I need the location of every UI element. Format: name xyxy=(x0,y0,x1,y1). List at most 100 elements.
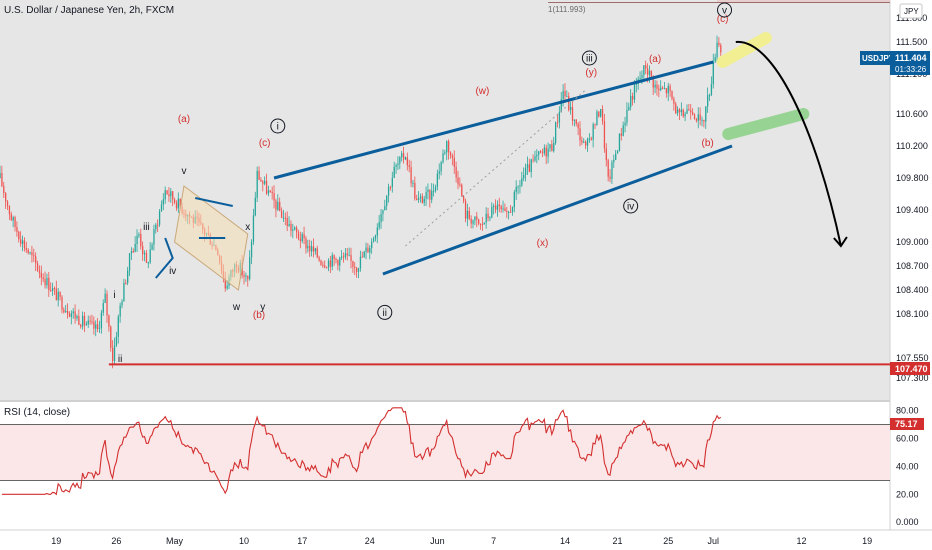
candle-body xyxy=(451,155,454,158)
candle-body xyxy=(459,184,461,186)
candle-body xyxy=(600,109,602,117)
candle-body xyxy=(618,133,621,151)
candle-body xyxy=(558,112,561,123)
candle-body xyxy=(21,240,24,244)
candle-body xyxy=(35,256,37,264)
candle-body xyxy=(46,277,48,286)
candle-body xyxy=(498,204,500,207)
candle-body xyxy=(536,154,538,157)
candle-body xyxy=(6,201,9,207)
candle-body xyxy=(675,103,677,114)
candle-body xyxy=(354,266,356,269)
candle-body xyxy=(690,110,692,113)
candle-body xyxy=(641,75,643,79)
candle-body xyxy=(688,109,690,111)
wave-label: w xyxy=(232,302,241,313)
candle-body xyxy=(155,224,157,230)
candle-body xyxy=(470,218,472,224)
wave-label: x xyxy=(245,222,250,233)
candle-body xyxy=(80,324,82,327)
candle-body xyxy=(710,84,713,95)
candle-body xyxy=(378,222,380,228)
candle-body xyxy=(344,253,347,257)
channel-upper-line xyxy=(273,60,714,180)
candle-body xyxy=(164,190,166,200)
candle-body xyxy=(538,151,540,155)
wave-circle xyxy=(717,2,733,18)
candle-body xyxy=(335,258,337,260)
time-tick-label: 19 xyxy=(51,536,61,546)
candle-body xyxy=(143,252,146,255)
candle-body xyxy=(316,248,318,258)
rsi-line xyxy=(0,407,890,496)
candle-body xyxy=(341,256,343,258)
candle-body xyxy=(339,257,341,266)
candle-body xyxy=(511,207,514,213)
candle-body xyxy=(389,186,392,188)
candle-body xyxy=(108,315,110,327)
candle-body xyxy=(667,85,669,94)
candle-body xyxy=(97,324,99,329)
time-tick-label: 12 xyxy=(796,536,806,546)
candle-body xyxy=(361,256,363,258)
candle-body xyxy=(68,314,71,317)
candle-body xyxy=(539,151,542,153)
candle-body xyxy=(448,141,450,153)
candle-body xyxy=(622,125,624,136)
candle-body xyxy=(620,133,622,136)
wave-label-circled: v xyxy=(722,6,727,17)
candle-body xyxy=(312,246,315,252)
candle-body xyxy=(286,218,288,227)
candle-body xyxy=(701,119,703,121)
candle-body xyxy=(449,152,452,156)
candle-body xyxy=(479,223,482,225)
rsi-tag xyxy=(890,418,924,430)
candle-body xyxy=(87,320,89,325)
candle-body xyxy=(429,189,431,200)
candle-body xyxy=(438,171,440,174)
candle-body xyxy=(628,106,630,110)
candle-body xyxy=(309,245,311,252)
candle-body xyxy=(367,247,369,253)
wave-label: (x) xyxy=(537,238,549,249)
candle-body xyxy=(692,112,694,115)
target-zone-green xyxy=(722,108,810,140)
candle-body xyxy=(123,282,125,302)
pane-divider[interactable] xyxy=(0,400,890,402)
candle-body xyxy=(115,336,118,346)
time-tick-label: 19 xyxy=(862,536,872,546)
candle-body xyxy=(81,315,84,327)
time-tick-label: May xyxy=(166,536,184,546)
price-pane[interactable] xyxy=(0,0,890,400)
currency-badge[interactable] xyxy=(899,3,923,19)
rsi-tick-label: 80.00 xyxy=(896,406,919,416)
candle-body xyxy=(645,65,647,69)
candle-body xyxy=(517,186,519,188)
candle-body xyxy=(374,235,377,239)
candle-body xyxy=(371,241,373,249)
time-tick-label: Jul xyxy=(708,536,720,546)
candle-body xyxy=(594,124,596,126)
candle-body xyxy=(397,163,399,166)
candle-body xyxy=(166,190,168,195)
wave-circle xyxy=(377,304,393,320)
candle-body xyxy=(545,147,547,157)
candle-body xyxy=(307,245,309,249)
candle-body xyxy=(549,144,551,149)
wave-label: y xyxy=(260,302,265,313)
candle-body xyxy=(295,227,298,233)
rsi-series-line xyxy=(1,407,722,496)
candle-body xyxy=(652,76,654,88)
candle-body xyxy=(267,190,270,194)
candle-body xyxy=(483,222,485,225)
candle-body xyxy=(55,288,58,301)
candle-body xyxy=(310,246,313,252)
candle-body xyxy=(661,87,664,89)
candle-body xyxy=(513,192,515,208)
candle-body xyxy=(417,198,420,201)
candle-body xyxy=(65,310,67,313)
candle-body xyxy=(363,251,365,258)
candle-body xyxy=(280,210,283,218)
candle-body xyxy=(693,114,696,119)
